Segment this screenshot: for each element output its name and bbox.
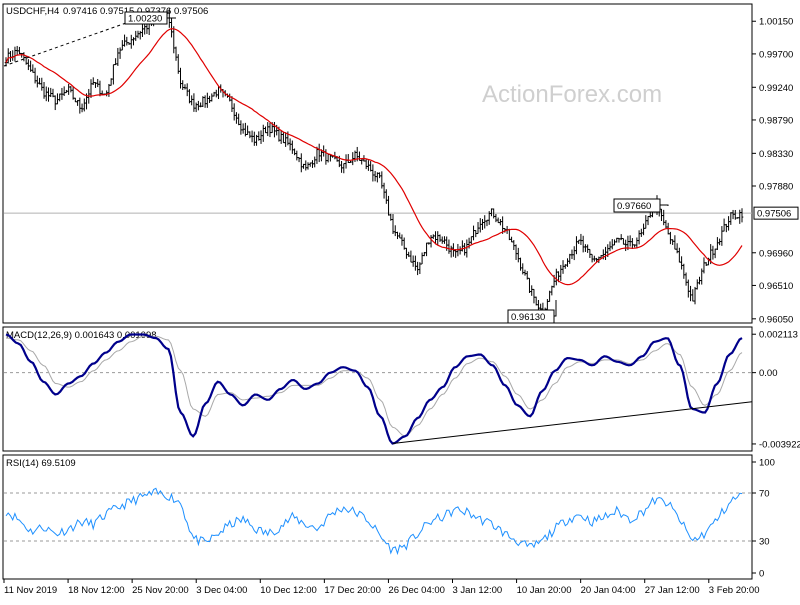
annotation-high-label: 1.00230 <box>128 14 162 25</box>
x-tick-label: 18 Nov 12:00 <box>68 585 125 596</box>
price-layer <box>4 8 744 316</box>
annotation-mid-leader <box>660 204 669 206</box>
price-y-tick-label: 0.97880 <box>759 182 793 193</box>
x-tick-label: 3 Feb 20:00 <box>709 585 760 596</box>
price-title: USDCHF,H4 <box>6 6 59 17</box>
x-tick-label: 3 Jan 12:00 <box>453 585 503 596</box>
x-tick-label: 10 Jan 20:00 <box>517 585 572 596</box>
rsi-y-tick-label: 70 <box>759 489 770 500</box>
price-y-tick-label: 0.99240 <box>759 83 793 94</box>
macd-main-line <box>5 333 743 445</box>
price-y-tick-label: 0.98330 <box>759 149 793 160</box>
x-tick-label: 10 Dec 12:00 <box>260 585 317 596</box>
current-price-box <box>753 206 799 220</box>
rsi-line <box>5 487 743 556</box>
x-tick-label: 20 Jan 04:00 <box>581 585 636 596</box>
price-y-tick-label: 0.98790 <box>759 115 793 126</box>
rsi-panel <box>2 454 753 580</box>
macd-layer <box>5 333 753 445</box>
x-tick-label: 26 Dec 04:00 <box>388 585 445 596</box>
rsi-y-tick-label: 30 <box>759 537 770 548</box>
x-tick-label: 27 Jan 12:00 <box>645 585 700 596</box>
price-panel <box>2 3 753 324</box>
grid-layer <box>4 212 752 542</box>
x-tick-label: 25 Nov 20:00 <box>132 585 189 596</box>
macd-y-tick-label: 0.002113 <box>759 330 798 341</box>
macd-panel <box>2 326 753 452</box>
x-tick-label: 3 Dec 04:00 <box>196 585 247 596</box>
rsi-y-tick-label: 0 <box>759 569 764 580</box>
annotation-low-leader <box>554 300 557 317</box>
macd-title: MACD(12,26,9) 0.001643 0.001098 <box>6 330 157 341</box>
x-tick-label: 17 Dec 20:00 <box>324 585 381 596</box>
rsi-layer <box>5 487 743 556</box>
macd-y-tick-label: -0.003922 <box>759 439 800 450</box>
price-y-tick-label: 0.96050 <box>759 314 793 325</box>
price-y-tick-label: 0.96960 <box>759 248 793 259</box>
macd-y-tick-label: 0.00 <box>759 368 778 379</box>
price-y-tick-label: 0.99700 <box>759 49 793 60</box>
watermark: ActionForex.com <box>482 81 662 108</box>
moving-average-line <box>5 28 743 286</box>
rsi-title: RSI(14) 69.5109 <box>6 458 76 469</box>
macd-trendline <box>392 401 753 445</box>
y-tick-labels: 0.97506 1.00150 0.99700 0.99240 0.98790 0.983… <box>752 17 800 580</box>
current-price-label: 0.97506 <box>757 209 791 220</box>
macd-signal-line <box>5 335 743 437</box>
x-tick-labels: 11 Nov 2019 18 Nov 12:00 25 Nov 20:00 3 Dec… <box>3 579 760 596</box>
price-y-tick-label: 1.00150 <box>759 17 793 28</box>
annotation-mid-label: 0.97660 <box>617 201 651 212</box>
annotations-layer: 1.00230 0.97660 0.96130 <box>3 11 669 324</box>
x-tick-label: 11 Nov 2019 <box>4 585 57 596</box>
annotation-low-label: 0.96130 <box>511 312 545 323</box>
price-y-tick-label: 0.96510 <box>759 281 793 292</box>
rsi-y-tick-label: 100 <box>759 458 775 469</box>
